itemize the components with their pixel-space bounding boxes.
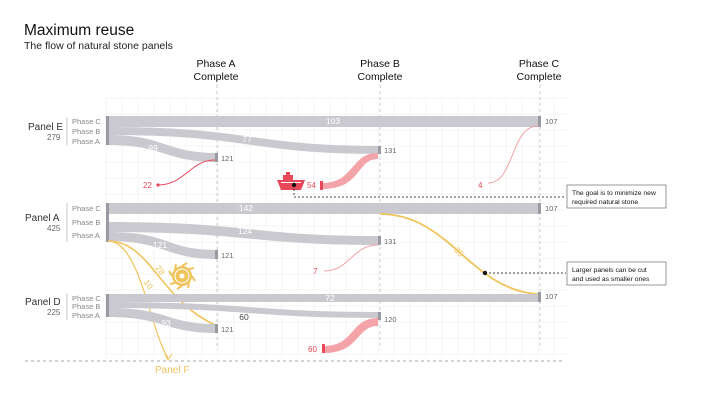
new-stone-e-c: 4 xyxy=(478,181,483,190)
flow-a-to-c xyxy=(108,203,540,214)
panel-d-row-b: Phase B xyxy=(72,302,100,311)
phase-b-label: Phase B xyxy=(360,58,400,70)
endpoint-e-b: 131 xyxy=(384,146,397,155)
flow-e-a-value: 99 xyxy=(148,143,158,153)
panel-a-total: 425 xyxy=(47,224,61,233)
phase-b-header: Phase B Complete xyxy=(358,58,403,83)
ship-icon xyxy=(277,172,305,190)
panel-e-row-a: Phase A xyxy=(72,137,100,146)
panel-a-row-b: Phase B xyxy=(72,218,100,227)
panel-d-total: 225 xyxy=(47,308,61,317)
flow-d-to-b xyxy=(108,302,380,318)
flow-d-c-value: 72 xyxy=(325,293,335,303)
panel-e-row-c: Phase C xyxy=(72,117,101,126)
phase-b-status: Complete xyxy=(358,71,403,83)
new-stone-e-a-flow xyxy=(157,159,216,186)
panel-e-name: Panel E xyxy=(28,122,63,133)
flow-d-to-a xyxy=(108,308,217,333)
endpoint-d-a: 121 xyxy=(221,325,234,334)
flow-a-cut-to-d-a xyxy=(107,240,216,326)
phase-lines xyxy=(216,85,541,350)
panel-e-source-bar xyxy=(106,116,109,145)
flow-a-to-panel-f xyxy=(107,240,169,359)
panel-a-group: Panel A 425 Phase C Phase B Phase A 142 … xyxy=(25,203,558,359)
endpoint-e-a: 121 xyxy=(221,154,234,163)
phase-a-status: Complete xyxy=(194,71,239,83)
panel-d-name: Panel D xyxy=(25,297,61,308)
flow-a-a-value: 121 xyxy=(153,240,167,250)
panel-e-total: 279 xyxy=(47,133,61,142)
flow-e-to-a xyxy=(108,135,217,162)
new-stone-d-b-flow xyxy=(324,318,378,353)
new-stone-e-b-flow xyxy=(322,153,378,189)
flow-d-to-c xyxy=(108,294,538,302)
flow-e-to-b xyxy=(108,127,380,154)
flow-a-to-f-value-1: 28 xyxy=(153,263,167,277)
annotation-cut-line2: and used as smaller ones xyxy=(572,276,650,283)
flow-a-cut-to-d-c xyxy=(379,213,539,295)
flow-a-to-a xyxy=(108,232,217,259)
new-stone-e-c-flow xyxy=(487,125,539,184)
panel-f-label: Panel F xyxy=(155,365,189,376)
new-stone-a-b: 7 xyxy=(313,267,318,276)
flow-e-c-value: 103 xyxy=(326,116,340,126)
annotation-goal: The goal is to minimize new required nat… xyxy=(291,182,667,209)
new-stone-a-b-flow xyxy=(323,244,379,272)
panel-e-group: Panel E 279 Phase C Phase B Phase A 103 … xyxy=(28,116,558,190)
new-stone-e-a: 22 xyxy=(143,181,152,190)
panel-a-source-bar xyxy=(106,203,109,242)
panel-f-arrow-icon xyxy=(164,353,173,361)
flow-d-b-value: 60 xyxy=(239,312,249,322)
phase-c-label: Phase C xyxy=(519,58,560,70)
panel-a-name: Panel A xyxy=(25,213,60,224)
endpoint-a-c: 107 xyxy=(545,204,558,213)
annotation-goal-line2: required natural stone xyxy=(572,199,638,206)
phase-a-label: Phase A xyxy=(196,58,235,70)
flow-d-a-value: 93 xyxy=(161,318,171,328)
panel-d-row-c: Phase C xyxy=(72,294,101,303)
panel-d-source-bar xyxy=(106,294,109,317)
page-title: Maximum reuse xyxy=(24,22,135,39)
endpoint-a-b: 131 xyxy=(384,237,397,246)
phase-c-header: Phase C Complete xyxy=(517,58,562,83)
endpoint-d-b: 120 xyxy=(384,315,397,324)
endpoint-d-c: 107 xyxy=(545,292,558,301)
endpoint-a-a: 121 xyxy=(221,251,234,260)
endpoint-e-c: 107 xyxy=(545,117,558,126)
panel-e-row-b: Phase B xyxy=(72,127,100,136)
new-stone-d-b: 60 xyxy=(308,345,317,354)
panel-a-row-c: Phase C xyxy=(72,204,101,213)
flow-e-b-value: 77 xyxy=(242,134,252,144)
flow-a-b-value: 124 xyxy=(238,226,252,236)
annotation-cut-line1: Larger panels can be cut xyxy=(572,267,647,274)
flow-a-to-b xyxy=(108,222,380,245)
panel-d-group: Panel D 225 Phase C Phase B Phase A 72 6… xyxy=(25,292,558,354)
phase-a-header: Phase A Complete xyxy=(194,58,239,83)
panel-d-row-a: Phase A xyxy=(72,311,100,320)
annotation-cut: Larger panels can be cut and used as sma… xyxy=(482,261,667,286)
panel-f-output: Panel F xyxy=(155,353,189,376)
phase-c-status: Complete xyxy=(517,71,562,83)
annotation-goal-line1: The goal is to minimize new xyxy=(572,190,656,197)
new-stone-e-b: 54 xyxy=(307,181,316,190)
page-subtitle: The flow of natural stone panels xyxy=(24,40,173,52)
flow-a-c-value: 142 xyxy=(239,203,253,213)
panel-a-row-a: Phase A xyxy=(72,231,100,240)
saw-blade-icon xyxy=(168,262,196,290)
flow-e-to-c xyxy=(108,116,540,127)
